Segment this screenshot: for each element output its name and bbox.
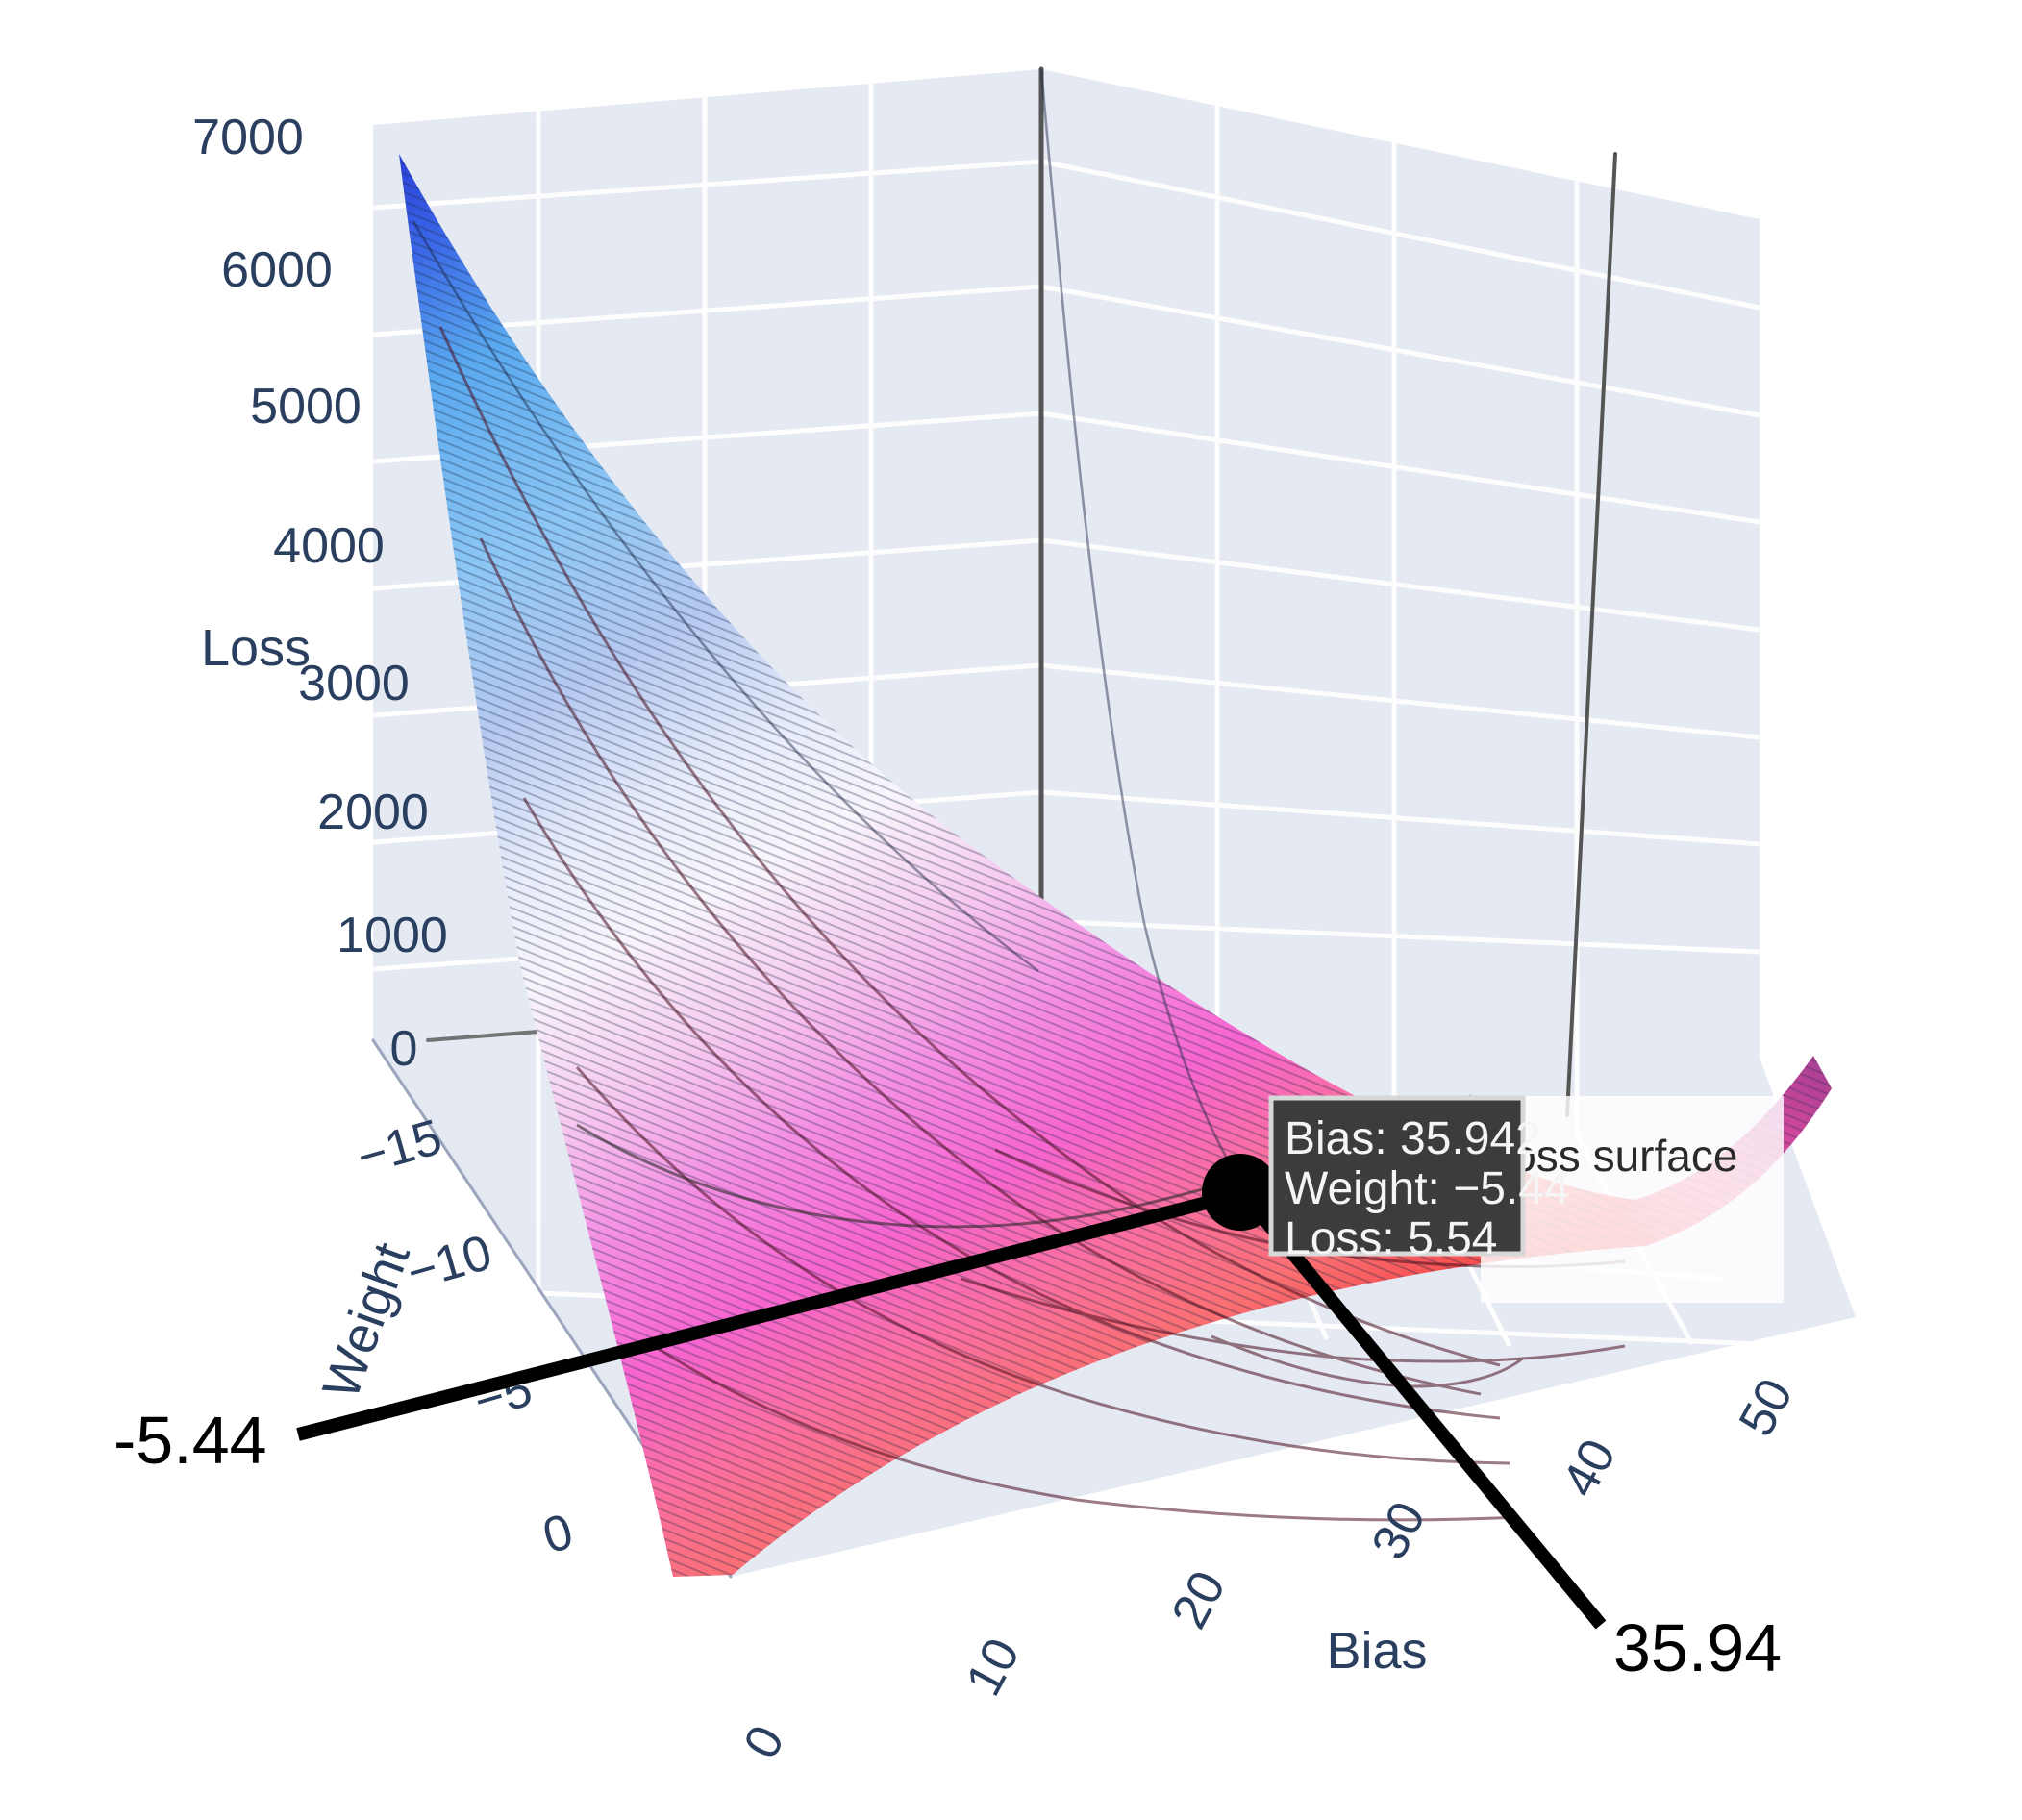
z-tick-3000: 3000 — [298, 656, 410, 711]
callout-leader-lines — [296, 1188, 1607, 1630]
z-tick-2000: 2000 — [317, 785, 429, 840]
bias-annotation-value: 35.94 — [1613, 1610, 1782, 1685]
weight-annotation-value: -5.44 — [113, 1403, 267, 1478]
x-tick-10: 10 — [956, 1630, 1031, 1705]
tooltip-bias-line: Bias: 35.942 — [1285, 1113, 1541, 1164]
legend-item-loss-surface[interactable]: loss surface — [1502, 1131, 1737, 1181]
bias-leader-line — [1244, 1197, 1607, 1630]
selected-point-marker[interactable] — [1202, 1154, 1279, 1231]
surface-contours — [438, 326, 1626, 1522]
z-tick-0: 0 — [390, 1021, 418, 1077]
x-axis-title-bias: Bias — [1326, 1622, 1427, 1680]
z-tick-1000: 1000 — [337, 908, 448, 963]
tooltip-weight-line: Weight: −5.44 — [1285, 1163, 1570, 1214]
z-axis-spine-right — [1565, 152, 1617, 1117]
x-tick-50: 50 — [1729, 1370, 1804, 1445]
x-tick-40: 40 — [1552, 1431, 1627, 1506]
surface-contours-upper — [412, 68, 1280, 1232]
legend-background — [1481, 1096, 1784, 1303]
x-tick-30: 30 — [1361, 1493, 1436, 1568]
x-tick-0: 0 — [734, 1717, 796, 1768]
z-tick-7000: 7000 — [192, 110, 304, 165]
point-tooltip[interactable]: Bias: 35.942 Weight: −5.44 Loss: 5.54 — [1268, 1095, 1570, 1264]
tooltip-loss-line: Loss: 5.54 — [1285, 1213, 1497, 1264]
z-tick-6000: 6000 — [221, 242, 333, 298]
y-tick-minus15: −15 — [351, 1109, 448, 1186]
tooltip-background — [1268, 1095, 1526, 1257]
wall-right — [1041, 69, 1760, 1058]
z-tick-4000: 4000 — [273, 518, 385, 574]
weight-leader-line — [296, 1188, 1238, 1441]
legend[interactable]: loss surface — [1481, 1096, 1784, 1303]
y-tick-0: 0 — [537, 1504, 579, 1565]
z-tick-5000: 5000 — [250, 379, 362, 435]
x-tick-20: 20 — [1161, 1562, 1236, 1637]
z-axis-title-loss: Loss — [201, 619, 311, 677]
z-axis-ticks: 7000 6000 5000 4000 3000 2000 1000 0 Los… — [192, 110, 448, 1077]
y-axis-title-weight: Weight — [312, 1235, 421, 1407]
